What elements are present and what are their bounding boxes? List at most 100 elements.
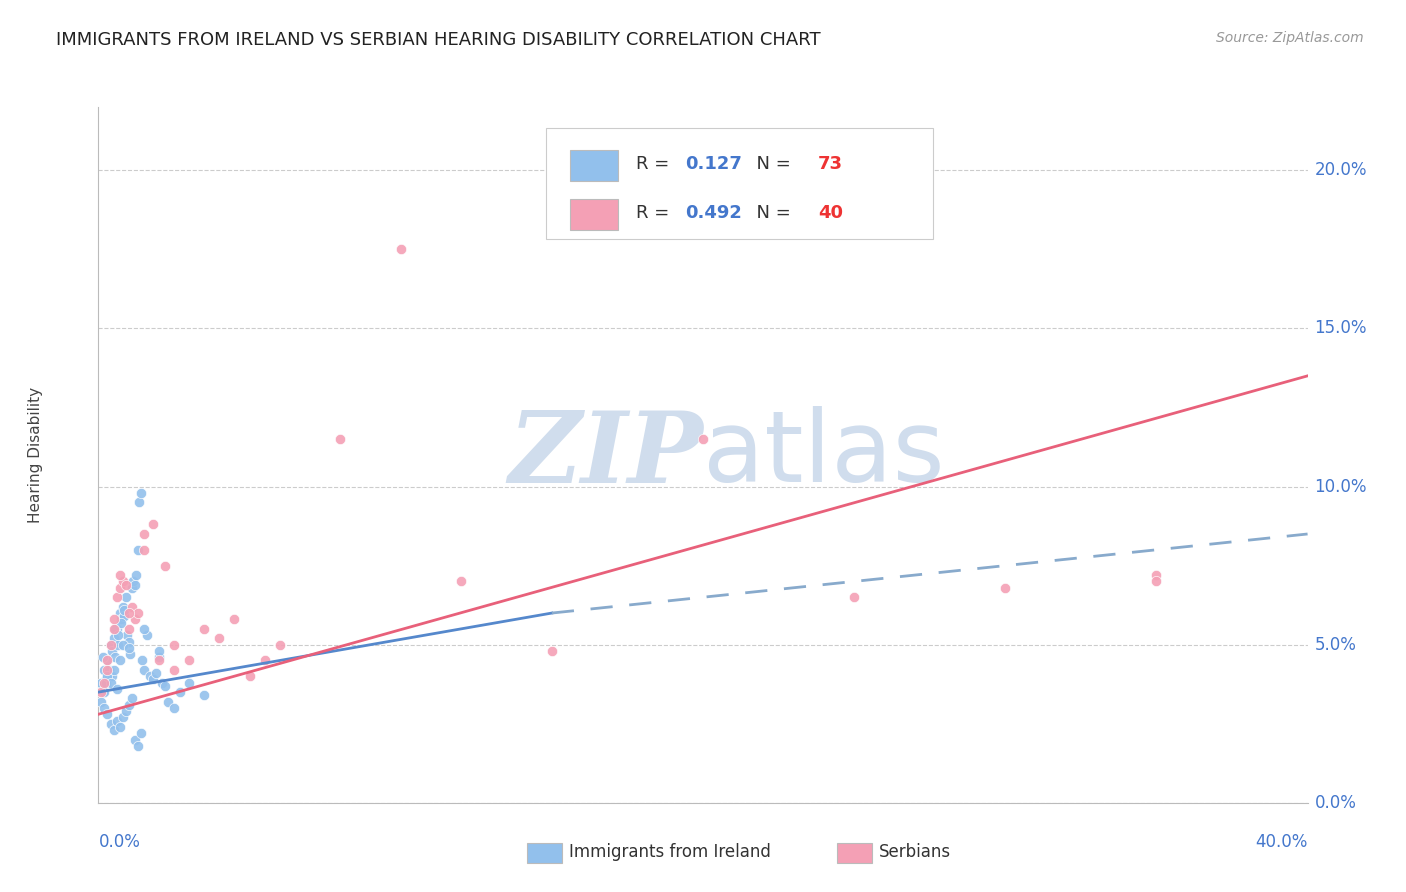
Point bbox=[101, 669, 124, 683]
Point bbox=[129, 486, 152, 500]
Point bbox=[108, 606, 131, 620]
Point bbox=[118, 622, 141, 636]
Point bbox=[169, 685, 191, 699]
Point bbox=[108, 720, 131, 734]
Point bbox=[844, 591, 866, 605]
Point bbox=[163, 638, 186, 652]
Point bbox=[127, 606, 149, 620]
Point bbox=[132, 663, 155, 677]
Point bbox=[90, 675, 112, 690]
Point bbox=[132, 622, 155, 636]
Text: 40.0%: 40.0% bbox=[1256, 833, 1308, 851]
Point bbox=[450, 574, 472, 589]
Point bbox=[124, 612, 146, 626]
Text: ZIP: ZIP bbox=[508, 407, 703, 503]
Point bbox=[389, 243, 412, 257]
Point bbox=[193, 622, 215, 636]
Point bbox=[239, 669, 262, 683]
Point bbox=[105, 591, 128, 605]
Point bbox=[103, 632, 125, 646]
Point bbox=[90, 685, 112, 699]
Point bbox=[98, 669, 121, 683]
Point bbox=[132, 527, 155, 541]
Point bbox=[1144, 568, 1167, 582]
Point bbox=[156, 695, 179, 709]
Point bbox=[153, 679, 176, 693]
Point bbox=[114, 577, 136, 591]
Point bbox=[1144, 574, 1167, 589]
Text: 15.0%: 15.0% bbox=[1315, 319, 1367, 337]
Point bbox=[124, 577, 146, 591]
Text: atlas: atlas bbox=[703, 407, 945, 503]
Point bbox=[118, 606, 141, 620]
Point bbox=[94, 675, 117, 690]
FancyBboxPatch shape bbox=[546, 128, 932, 239]
Point bbox=[107, 638, 129, 652]
Point bbox=[111, 638, 134, 652]
Point bbox=[127, 739, 149, 753]
Point bbox=[692, 432, 714, 446]
Point bbox=[153, 558, 176, 573]
Point bbox=[108, 653, 131, 667]
Text: R =: R = bbox=[637, 155, 675, 173]
Text: N =: N = bbox=[745, 155, 797, 173]
Text: 0.492: 0.492 bbox=[685, 203, 742, 222]
Text: 0.127: 0.127 bbox=[685, 155, 742, 173]
Text: Hearing Disability: Hearing Disability bbox=[28, 387, 42, 523]
Point bbox=[96, 707, 118, 722]
Bar bbox=[569, 199, 619, 230]
Point bbox=[121, 691, 143, 706]
Point bbox=[105, 681, 128, 696]
Point bbox=[93, 663, 115, 677]
Point bbox=[124, 732, 146, 747]
Point bbox=[93, 675, 115, 690]
Point bbox=[224, 612, 246, 626]
Point bbox=[93, 685, 115, 699]
Point bbox=[148, 653, 170, 667]
Point bbox=[112, 603, 135, 617]
Point bbox=[128, 495, 150, 509]
Text: 5.0%: 5.0% bbox=[1315, 636, 1357, 654]
Point bbox=[148, 644, 170, 658]
Point bbox=[105, 714, 128, 728]
Point bbox=[100, 638, 122, 652]
Text: 0.0%: 0.0% bbox=[98, 833, 141, 851]
Point bbox=[145, 666, 167, 681]
Point bbox=[540, 644, 562, 658]
Point bbox=[118, 634, 141, 648]
Point bbox=[122, 574, 145, 589]
Point bbox=[114, 591, 136, 605]
Point bbox=[105, 622, 128, 636]
Point bbox=[148, 650, 170, 665]
Point bbox=[179, 653, 201, 667]
Point bbox=[108, 581, 131, 595]
Point bbox=[127, 542, 149, 557]
Text: N =: N = bbox=[745, 203, 797, 222]
Text: R =: R = bbox=[637, 203, 675, 222]
Text: 10.0%: 10.0% bbox=[1315, 477, 1367, 496]
Point bbox=[115, 628, 138, 642]
Point bbox=[100, 716, 122, 731]
Point bbox=[120, 647, 142, 661]
Point bbox=[150, 675, 173, 690]
Text: Serbians: Serbians bbox=[879, 843, 950, 861]
Point bbox=[994, 581, 1017, 595]
Point bbox=[107, 628, 129, 642]
Text: IMMIGRANTS FROM IRELAND VS SERBIAN HEARING DISABILITY CORRELATION CHART: IMMIGRANTS FROM IRELAND VS SERBIAN HEARI… bbox=[56, 31, 821, 49]
Point bbox=[98, 663, 121, 677]
Point bbox=[142, 673, 165, 687]
Text: 20.0%: 20.0% bbox=[1315, 161, 1367, 179]
Point bbox=[111, 574, 134, 589]
Point bbox=[118, 640, 141, 655]
Point bbox=[269, 638, 291, 652]
Point bbox=[96, 663, 118, 677]
Point bbox=[139, 669, 162, 683]
Point bbox=[121, 581, 143, 595]
Point bbox=[103, 622, 125, 636]
Text: 40: 40 bbox=[818, 203, 842, 222]
Point bbox=[101, 644, 124, 658]
Point bbox=[111, 599, 134, 614]
Point bbox=[121, 599, 143, 614]
Text: Immigrants from Ireland: Immigrants from Ireland bbox=[569, 843, 772, 861]
Point bbox=[193, 688, 215, 702]
